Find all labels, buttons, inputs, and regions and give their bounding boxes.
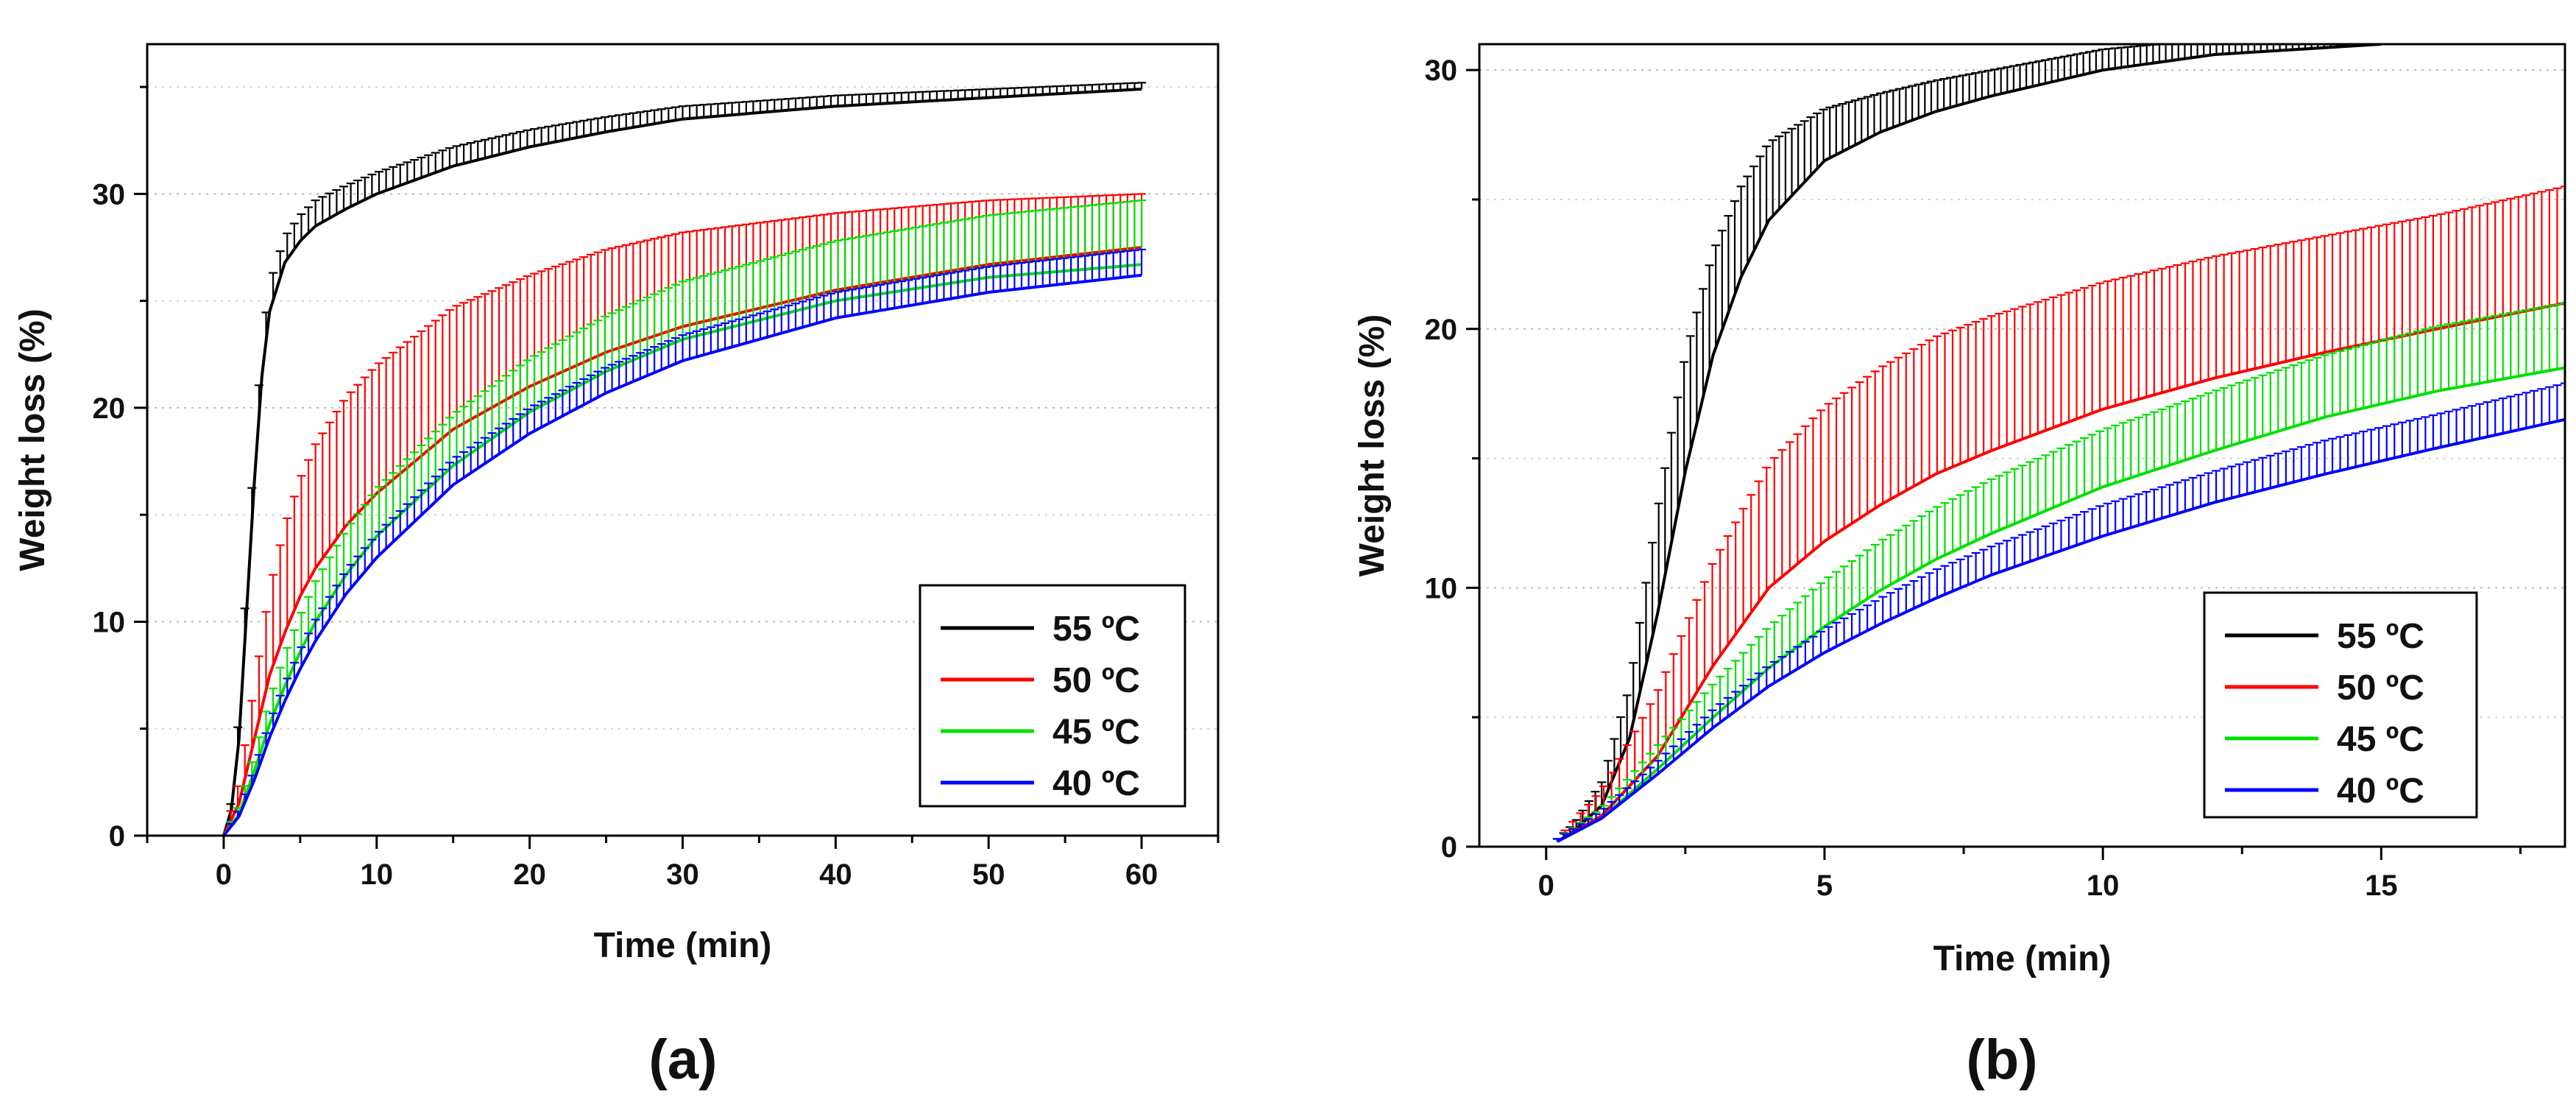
- legend-label-1: 50 ºC: [2337, 669, 2424, 708]
- legend-label-3: 40 ºC: [2337, 772, 2424, 811]
- legend-label-2: 45 ºC: [1052, 713, 1140, 752]
- x-tick-label: 60: [1125, 858, 1158, 891]
- y-tick-label: 10: [1425, 572, 1458, 604]
- series-0: [1552, 44, 2382, 843]
- legend-label-0: 55 ºC: [1052, 610, 1140, 649]
- plot-area: [1552, 44, 2565, 843]
- series-0: [219, 82, 1147, 836]
- x-axis-title: Time (min): [594, 926, 772, 965]
- x-tick-label: 5: [1816, 870, 1833, 902]
- series-2: [1552, 302, 2565, 843]
- series-line-3: [1556, 417, 2565, 843]
- series-line-2: [1556, 366, 2565, 843]
- y-tick-label: 0: [1441, 831, 1457, 864]
- legend-box: [919, 584, 1186, 808]
- series-line-1: [1556, 301, 2565, 843]
- x-tick-label: 0: [216, 858, 232, 891]
- y-tick-label: 30: [93, 178, 126, 211]
- x-tick-label: 40: [819, 858, 852, 891]
- x-tick-label: 0: [1538, 870, 1554, 902]
- y-tick-label: 20: [1425, 314, 1458, 346]
- legend-label-0: 55 ºC: [2337, 617, 2424, 656]
- x-tick-label: 30: [666, 858, 699, 891]
- y-axis-title: Weight loss (%): [13, 308, 52, 571]
- x-tick-label: 20: [513, 858, 546, 891]
- legend-label-2: 45 ºC: [2337, 720, 2424, 759]
- plot-area: [219, 82, 1147, 836]
- y-axis-title: Weight loss (%): [1353, 314, 1392, 576]
- series-3: [1552, 382, 2565, 843]
- panel-b: 0 5 10 15 0 10 20 30 Time (min) Weight loss (%) 55…: [1353, 43, 2566, 1091]
- series-3: [219, 248, 1147, 836]
- series-line-1: [222, 246, 1142, 836]
- y-tick-label: 20: [93, 392, 126, 425]
- x-tick-label: 15: [2365, 870, 2398, 902]
- series-line-0: [1556, 44, 2382, 843]
- legend: 55 ºC 50 ºC 45 ºC 40 ºC: [919, 584, 1186, 808]
- series-1: [1552, 186, 2565, 843]
- x-axis-title: Time (min): [1933, 939, 2112, 978]
- series-line-2: [222, 263, 1142, 836]
- panel-a: 0 10 20 30 40 50 60 0 10 20 30 Time (min) Weight los…: [13, 43, 1220, 1091]
- y-tick-label: 0: [109, 820, 125, 853]
- panel-label: (a): [649, 1029, 718, 1091]
- legend-box: [2203, 591, 2478, 819]
- series-line-0: [222, 88, 1142, 836]
- panel-label: (b): [1966, 1029, 2037, 1091]
- x-tick-label: 50: [972, 858, 1005, 891]
- y-tick-label: 30: [1425, 54, 1458, 87]
- legend: 55 ºC 50 ºC 45 ºC 40 ºC: [2203, 591, 2478, 819]
- y-tick-label: 10: [93, 606, 126, 638]
- axes-frame: [1478, 43, 2566, 848]
- legend-label-3: 40 ºC: [1052, 764, 1140, 803]
- legend-label-1: 50 ºC: [1052, 661, 1140, 700]
- series-line-3: [222, 273, 1142, 836]
- x-tick-label: 10: [361, 858, 394, 891]
- x-tick-label: 10: [2087, 870, 2120, 902]
